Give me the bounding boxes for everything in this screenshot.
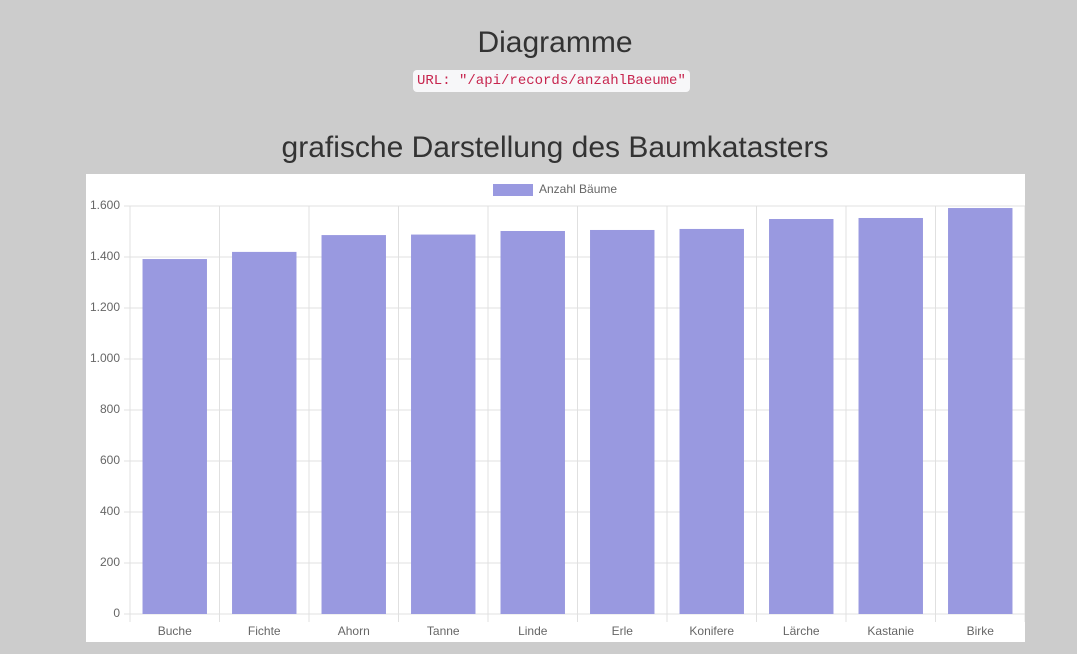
y-tick-label: 800 — [100, 402, 120, 416]
bar — [411, 234, 476, 614]
y-tick-label: 400 — [100, 504, 120, 518]
x-tick-label: Erle — [612, 624, 634, 638]
y-tick-label: 0 — [113, 606, 120, 620]
bar — [590, 229, 655, 614]
y-tick-label: 1.200 — [90, 300, 120, 314]
legend-label: Anzahl Bäume — [539, 182, 617, 196]
bar — [769, 219, 834, 614]
bar — [679, 228, 744, 614]
x-tick-label: Tanne — [427, 624, 460, 638]
x-tick-label: Lärche — [783, 624, 820, 638]
page-title: Diagramme — [477, 26, 633, 59]
bar — [500, 230, 565, 615]
bar — [232, 251, 297, 614]
y-tick-label: 1.000 — [90, 351, 120, 365]
x-tick-label: Buche — [158, 624, 192, 638]
y-tick-label: 200 — [100, 555, 120, 569]
y-tick-label: 1.400 — [90, 249, 120, 263]
bar — [321, 235, 386, 614]
x-tick-label: Fichte — [248, 624, 281, 638]
x-tick-label: Konifere — [689, 624, 734, 638]
x-tick-label: Birke — [967, 624, 995, 638]
bar — [858, 217, 923, 615]
x-tick-label: Linde — [518, 624, 548, 638]
x-tick-label: Kastanie — [867, 624, 914, 638]
chart-title: grafische Darstellung des Baumkatasters — [281, 131, 829, 164]
url-code: URL: "/api/records/anzahlBaeume" — [413, 70, 690, 92]
bar — [142, 259, 207, 614]
y-tick-label: 600 — [100, 453, 120, 467]
legend-swatch — [493, 184, 533, 196]
y-tick-label: 1.600 — [90, 198, 120, 212]
x-tick-label: Ahorn — [338, 624, 370, 638]
bar — [948, 208, 1013, 614]
chart: 0 200 400 600 800 1.000 1.200 1.400 1.600 Anzahl … — [86, 174, 1025, 642]
